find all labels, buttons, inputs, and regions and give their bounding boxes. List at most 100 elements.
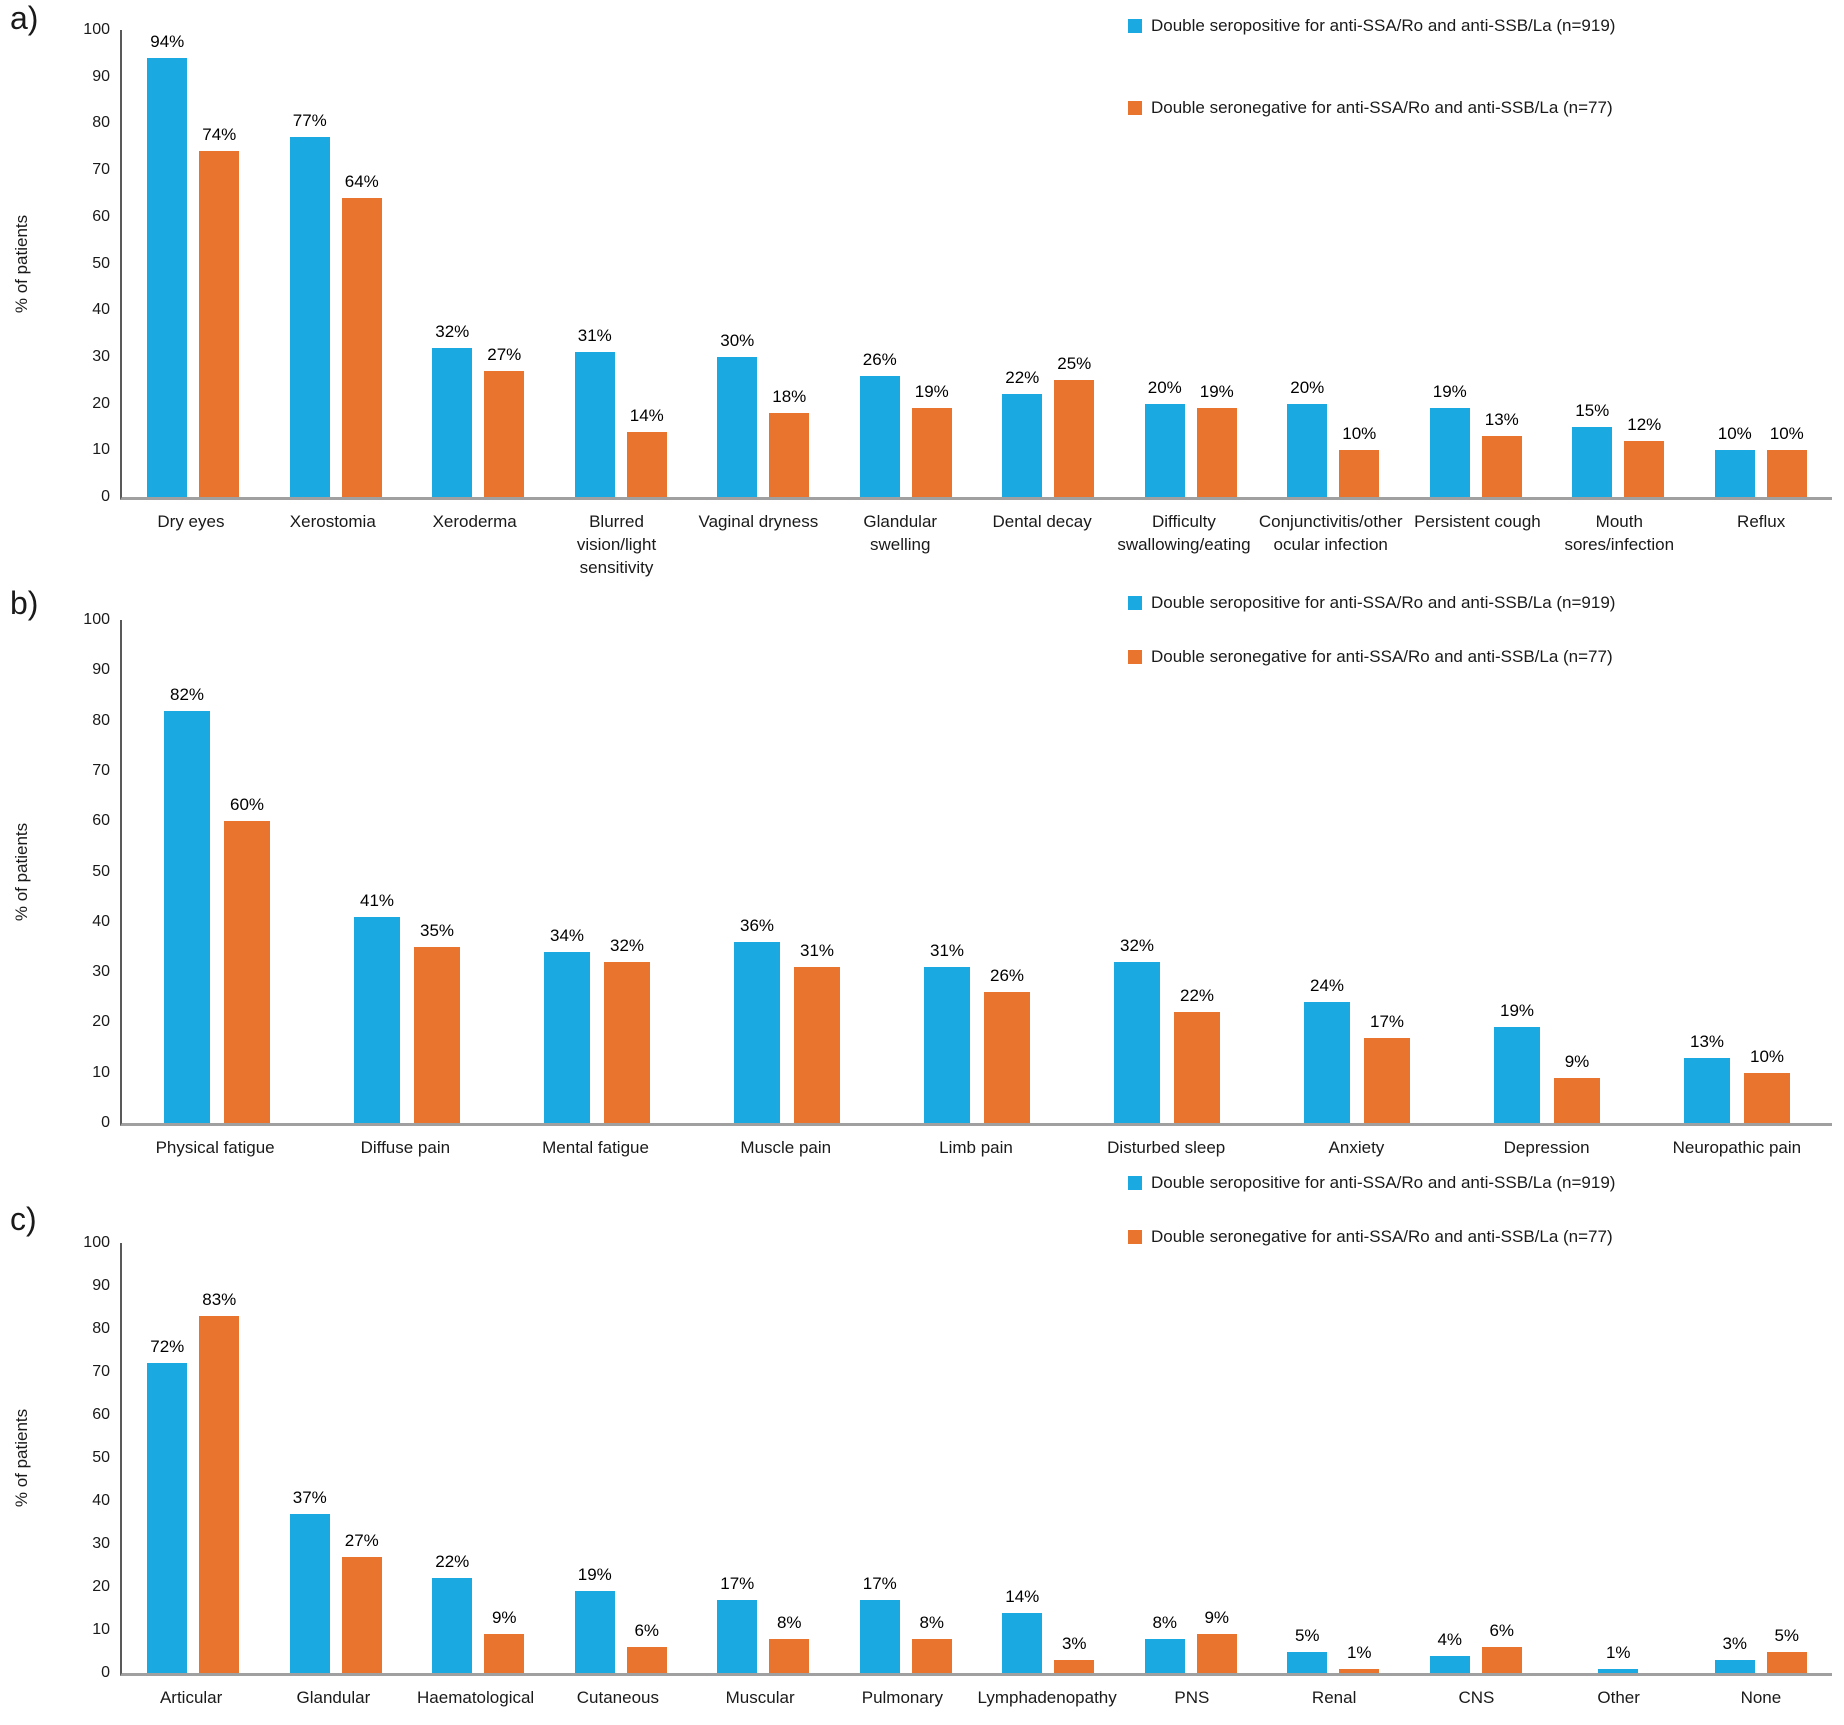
x-category-label: CNS [1458, 1688, 1495, 1707]
x-category-label: Other [1597, 1688, 1640, 1707]
y-tick-label: 100 [83, 611, 110, 628]
x-category-label: Haematological [417, 1688, 535, 1707]
bar-seronegative: 83% [199, 1290, 240, 1673]
legend: Double seropositive for anti-SSA/Ro and … [1128, 593, 1615, 667]
category-group: 41% 35% [312, 620, 502, 1123]
bar-seropositive: 19% [574, 1565, 615, 1673]
legend-label-seronegative: Double seronegative for anti-SSA/Ro and … [1151, 1227, 1613, 1246]
y-tick-label: 60 [92, 207, 110, 225]
x-category-label: Conjunctivitis/other ocular infection [1258, 512, 1403, 554]
category-group: 32% 27% [407, 30, 550, 497]
bar-value-label: 31% [929, 941, 965, 961]
legend-label-seronegative: Double seronegative for anti-SSA/Ro and … [1151, 98, 1613, 117]
category-group: 13% 10% [1642, 620, 1832, 1123]
category-group: 72% 83% [122, 1243, 265, 1673]
x-axis-labels: Dry eyes Xerostomia Xeroderma Blurred visio… [0, 511, 1832, 580]
category-group: 22% 25% [977, 30, 1120, 497]
bar-value-label: 17% [862, 1573, 897, 1593]
bar-seronegative: 5% [1766, 1626, 1807, 1673]
category-group: 37% 27% [265, 1243, 408, 1673]
x-category-label: Mental fatigue [542, 1138, 649, 1157]
bar-value-label: 77% [292, 111, 327, 131]
category-group: 31% 26% [882, 620, 1072, 1123]
x-category-label: Pulmonary [861, 1688, 943, 1707]
x-category-label: Cutaneous [576, 1688, 659, 1707]
bar-seropositive: 20% [1287, 378, 1328, 497]
bar-seronegative: 10% [1766, 424, 1807, 497]
category-group: 17% 8% [835, 1243, 978, 1673]
y-tick-label: 10 [92, 441, 110, 459]
panel-c: c) Double seropositive for anti-SSA/Ro an… [0, 1165, 1844, 1725]
x-axis-spacer [0, 1687, 120, 1710]
y-tick-label: 50 [92, 254, 110, 272]
y-tick-label: 70 [92, 161, 110, 179]
bar-value-label: 37% [292, 1487, 327, 1507]
x-category-label: Xerostomia [289, 512, 376, 531]
y-axis-title-wrap: % of patients [0, 1243, 44, 1673]
bar-value-label: 34% [549, 925, 585, 945]
y-tick-label: 80 [92, 711, 110, 729]
bar-value-label: 12% [1627, 414, 1662, 434]
y-tick-label: 40 [92, 301, 110, 319]
bar-seropositive: 22% [1002, 368, 1043, 497]
legend-swatch-seronegative [1128, 101, 1142, 115]
y-axis: % of patients 0 10 20 30 40 50 60 70 80 90 100 [0, 1234, 120, 1681]
bar-seropositive: 37% [289, 1488, 330, 1673]
bar-seropositive: 19% [1429, 382, 1470, 497]
y-tick-label: 0 [101, 1114, 110, 1131]
category-group: 8% 9% [1120, 1243, 1263, 1673]
chart-area: % of patients 0 10 20 30 40 50 60 70 80 90 100 94% 74… [0, 21, 1832, 505]
legend: Double seropositive for anti-SSA/Ro and … [1128, 1173, 1615, 1247]
bar-seropositive: 14% [1002, 1587, 1043, 1673]
bar-seropositive: 22% [432, 1552, 473, 1673]
bar-value-label: 3% [1722, 1634, 1748, 1654]
y-tick-label: 20 [92, 394, 110, 412]
category-group: 82% 60% [122, 620, 312, 1123]
bar-value-label: 5% [1294, 1625, 1320, 1645]
x-category-label: Dry eyes [157, 512, 225, 531]
bar-value-label: 19% [914, 382, 949, 402]
x-category-label: None [1740, 1688, 1782, 1707]
bar-value-label: 26% [862, 349, 897, 369]
y-axis-title: % of patients [12, 822, 31, 921]
legend-label-seropositive: Double seropositive for anti-SSA/Ro and … [1151, 1173, 1616, 1192]
bar-value-label: 1% [1605, 1642, 1631, 1662]
panel-label: c) [10, 1201, 37, 1237]
y-axis-title: % of patients [12, 1408, 31, 1508]
bar-seronegative: 18% [769, 387, 810, 497]
legend-entry-seropositive: Double seropositive for anti-SSA/Ro and … [1128, 1173, 1615, 1193]
category-group: 32% 22% [1072, 620, 1262, 1123]
x-category-label: Diffuse pain [360, 1138, 451, 1157]
bar-value-label: 8% [776, 1612, 802, 1632]
bar-value-label: 3% [1061, 1634, 1087, 1654]
bar-value-label: 31% [577, 326, 612, 346]
bar-value-label: 1% [1346, 1642, 1372, 1662]
bar-seronegative: 14% [626, 406, 667, 497]
bar-value-label: 60% [229, 795, 265, 815]
legend-swatch-seropositive [1128, 1176, 1142, 1190]
legend-entry-seropositive: Double seropositive for anti-SSA/Ro and … [1128, 16, 1615, 36]
plot-area: 94% 74% 77% 64% 32% 27% 31% 14% 30% 18% 26% 19% 22% 2… [120, 30, 1832, 500]
category-group: 19% 6% [550, 1243, 693, 1673]
category-group: 94% 74% [122, 30, 265, 497]
category-group: 4% 6% [1405, 1243, 1548, 1673]
x-category-label: Vaginal dryness [698, 512, 819, 531]
x-axis-spacer [0, 1137, 120, 1160]
bar-seronegative: 8% [911, 1613, 952, 1673]
bar-seropositive: 82% [164, 685, 210, 1123]
bar-seropositive: 30% [717, 331, 758, 497]
panel-label: b) [10, 585, 39, 621]
y-tick-label: 90 [92, 67, 110, 85]
y-tick-label: 80 [92, 114, 110, 132]
bar-seronegative: 27% [341, 1531, 382, 1673]
bar-value-label: 83% [202, 1290, 237, 1310]
y-tick-label: 50 [92, 1449, 110, 1466]
bar-value-label: 82% [169, 684, 205, 704]
bar-value-label: 74% [202, 125, 237, 145]
bar-seronegative: 64% [341, 172, 382, 497]
y-tick-label: 30 [92, 347, 110, 365]
category-group: 5% 1% [1262, 1243, 1405, 1673]
bar-value-label: 72% [150, 1337, 185, 1357]
category-group: 24% 17% [1262, 620, 1452, 1123]
legend-entry-seronegative: Double seronegative for anti-SSA/Ro and … [1128, 98, 1615, 118]
